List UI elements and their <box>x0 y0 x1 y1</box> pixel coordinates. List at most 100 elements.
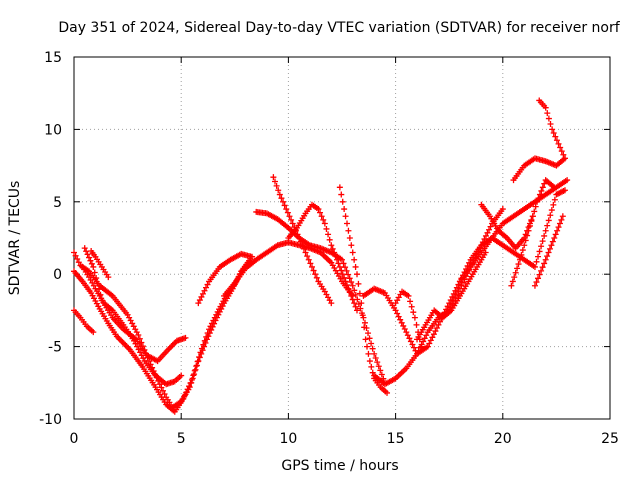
data-point <box>339 256 345 263</box>
data-point <box>444 303 451 310</box>
data-point <box>459 279 466 286</box>
data-point <box>304 253 311 260</box>
data-point <box>553 137 560 144</box>
data-point <box>366 335 373 342</box>
data-point <box>549 126 556 133</box>
data-point <box>352 291 359 298</box>
data-point <box>312 271 319 278</box>
data-point <box>346 289 353 296</box>
data-point <box>315 206 322 213</box>
data-point <box>93 275 100 282</box>
data-point <box>90 329 97 336</box>
data-point <box>342 264 349 271</box>
data-point <box>273 182 280 189</box>
data-point <box>352 303 359 310</box>
data-point <box>75 259 82 266</box>
data-point <box>90 263 97 270</box>
data-point <box>397 316 404 323</box>
data-point <box>521 235 528 241</box>
data-point <box>559 213 566 220</box>
data-point <box>538 187 545 194</box>
data-point <box>392 307 399 314</box>
data-point <box>72 252 79 259</box>
data-point <box>121 340 128 347</box>
data-point <box>413 321 420 328</box>
data-point <box>365 330 372 337</box>
data-point <box>545 249 552 256</box>
data-point <box>198 293 205 300</box>
data-point <box>371 350 378 357</box>
data-point <box>417 344 424 351</box>
data-point <box>545 217 552 224</box>
x-axis-label: GPS time / hours <box>281 458 398 474</box>
data-point <box>280 198 287 205</box>
series-track-11 <box>285 201 361 314</box>
data-point <box>317 209 324 216</box>
data-point <box>193 363 200 370</box>
data-point <box>88 260 95 267</box>
data-point <box>196 297 203 304</box>
data-point <box>281 202 288 209</box>
data-point <box>86 254 93 261</box>
data-point <box>201 287 208 294</box>
data-point <box>289 220 296 227</box>
data-point <box>198 345 205 352</box>
data-point <box>333 256 340 263</box>
data-point <box>184 386 191 393</box>
y-tick-label: 10 <box>44 122 62 138</box>
data-point <box>538 267 545 274</box>
y-tick-label: 5 <box>53 195 62 211</box>
data-point <box>423 332 430 339</box>
data-point <box>535 253 542 260</box>
data-point <box>536 191 543 198</box>
data-point <box>372 354 379 361</box>
data-point <box>357 305 364 312</box>
data-point <box>296 235 303 241</box>
data-point <box>115 334 122 341</box>
data-point <box>286 213 293 220</box>
data-point <box>122 342 129 349</box>
data-point <box>199 290 206 297</box>
data-point <box>125 345 132 352</box>
data-point <box>549 238 556 245</box>
x-tick-label: 10 <box>279 431 297 447</box>
data-point <box>190 372 197 379</box>
data-point <box>135 332 142 339</box>
data-point <box>332 253 339 260</box>
data-point <box>348 292 355 299</box>
data-point <box>320 216 327 223</box>
data-point <box>345 285 352 292</box>
data-point <box>377 367 384 374</box>
data-point <box>450 290 457 297</box>
series-track-14 <box>371 206 506 388</box>
data-point <box>551 235 558 241</box>
series-track-23 <box>478 201 536 252</box>
x-tick-label: 5 <box>177 431 186 447</box>
data-point <box>449 293 456 300</box>
data-point <box>325 231 332 238</box>
data-point <box>94 280 101 287</box>
series-track-18 <box>489 187 568 270</box>
data-point <box>560 151 567 158</box>
data-point <box>531 263 538 270</box>
data-point <box>339 271 346 278</box>
data-point <box>447 297 454 304</box>
data-point <box>288 216 295 223</box>
data-point <box>512 269 519 276</box>
series-track-9 <box>253 208 388 386</box>
data-point <box>203 284 210 291</box>
data-point <box>326 236 333 243</box>
data-point <box>187 380 194 387</box>
series-track-16 <box>414 249 489 343</box>
data-point <box>511 274 518 281</box>
data-point <box>481 236 488 243</box>
data-point <box>547 212 554 219</box>
data-point <box>535 275 542 282</box>
data-point <box>200 341 207 348</box>
data-point <box>529 213 536 220</box>
data-point <box>487 223 494 230</box>
data-point <box>544 222 551 229</box>
data-point <box>550 201 557 208</box>
data-point <box>361 324 368 331</box>
data-point <box>514 265 521 272</box>
